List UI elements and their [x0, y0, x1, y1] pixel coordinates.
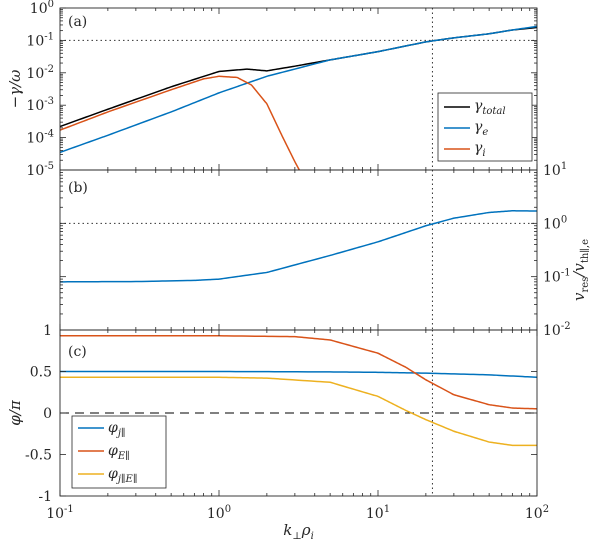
y-tick-label: 10-2: [543, 321, 571, 339]
legend-label: φj∥E∥: [108, 466, 137, 485]
y-tick-label: 0: [43, 406, 52, 422]
y-tick-label: 100: [543, 214, 567, 232]
axes-frame: [59, 169, 538, 331]
x-tick-label: 10-1: [46, 504, 74, 522]
legend-label: γtotal: [474, 98, 506, 117]
panel-b: 10-2 10-1 100 101 (b): [59, 161, 571, 339]
x-axis-label: k⊥ρi: [283, 521, 314, 542]
panel-label-a: (a): [68, 14, 87, 30]
x-tick-label: 102: [525, 504, 549, 522]
legend-label: φE∥: [108, 443, 130, 462]
y-tick-label: 100: [30, 0, 54, 17]
series-line-0: [60, 370, 537, 379]
panel-c: 10-1 100 101 102 -1 -0.5 0 0.5 1 (c) φj∥ φE∥ φj∥E∥: [25, 323, 549, 522]
y-axis-label-c: φ/π: [6, 399, 24, 426]
series-line-0: [60, 210, 537, 283]
y-tick-label: 10-1: [543, 268, 571, 286]
y-tick-label: -1: [38, 489, 52, 505]
y-tick-label: 10-1: [26, 31, 54, 49]
panel-label-c: (c): [68, 344, 87, 360]
x-tick-label: 101: [366, 504, 390, 522]
series-line-1: [60, 335, 537, 410]
series-line-2: [60, 75, 300, 170]
y-tick-label: 10-5: [26, 161, 54, 179]
series-line-1: [60, 25, 537, 154]
panel-a: 10-5 10-4 10-3 10-2 10-1 100 (a) γtotal γe γi: [26, 0, 538, 179]
legend-label: γe: [474, 119, 488, 138]
y-tick-label: 10-4: [26, 129, 54, 147]
panel-label-b: (b): [68, 180, 88, 196]
y-axis-label-b: vres/vth∥,e: [570, 239, 591, 301]
legend-label: φj∥: [108, 420, 126, 439]
axis-labels: −γ/ω vres/vth∥,e φ/π k⊥ρi: [6, 70, 591, 542]
y-tick-label: 0.5: [30, 365, 52, 381]
legend-label: γi: [474, 140, 486, 159]
y-tick-label: -0.5: [25, 448, 52, 464]
y-tick-label: 10-3: [26, 96, 54, 114]
y-tick-label: 101: [543, 161, 567, 179]
y-tick-label: 10-2: [26, 64, 54, 82]
series-line-2: [60, 376, 537, 447]
y-tick-label: 1: [43, 323, 52, 339]
y-axis-label-a: −γ/ω: [6, 70, 24, 109]
x-tick-label: 100: [207, 504, 231, 522]
